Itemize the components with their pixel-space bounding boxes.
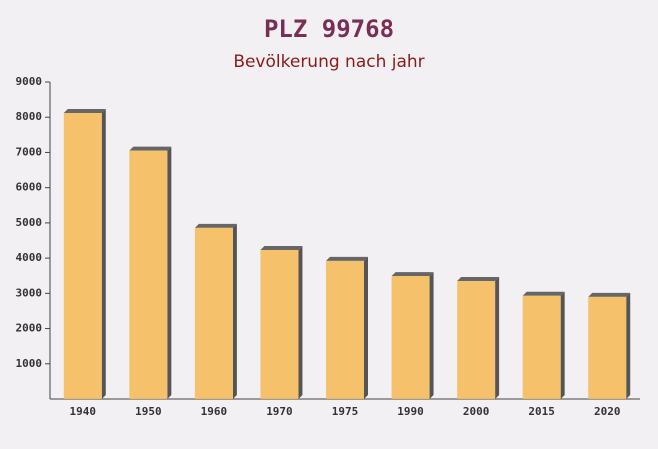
x-tick-label: 1975 (332, 405, 359, 418)
y-tick-label: 9000 (16, 75, 43, 88)
bar-side (560, 291, 565, 399)
bar (391, 276, 430, 399)
y-tick-label: 3000 (16, 286, 43, 299)
bar (326, 260, 364, 399)
chart-subtitle: Bevölkerung nach jahr (233, 52, 424, 72)
y-tick-label: 5000 (16, 216, 43, 229)
bar-side (232, 223, 237, 399)
bar-top (63, 108, 106, 113)
y-tick-label: 4000 (16, 251, 43, 264)
bar-top (326, 256, 368, 261)
bar-side (429, 272, 434, 399)
x-tick-label: 1940 (70, 405, 97, 418)
bar-top (522, 291, 565, 296)
bar (522, 295, 561, 399)
bar-side (495, 277, 500, 399)
y-tick-label: 2000 (16, 322, 43, 335)
x-tick-label: 1970 (266, 405, 293, 418)
x-tick-label: 1950 (135, 405, 162, 418)
bar-side (364, 256, 368, 399)
bar-top (391, 272, 434, 277)
chart-title: PLZ 99768 (264, 15, 394, 43)
bar-top (194, 223, 237, 228)
y-tick-label: 6000 (16, 181, 43, 194)
bar (194, 227, 233, 399)
bar-side (626, 292, 631, 399)
x-tick-label: 2015 (528, 405, 555, 418)
bar-top (260, 246, 303, 251)
bar (63, 112, 102, 400)
y-tick-label: 1000 (16, 357, 43, 370)
x-tick-label: 1960 (201, 405, 228, 418)
y-tick-label: 8000 (16, 110, 43, 123)
bar (457, 281, 496, 399)
y-tick-label: 7000 (16, 145, 43, 158)
x-tick-label: 2000 (463, 405, 490, 418)
bar-side (298, 246, 303, 399)
x-tick-label: 2020 (594, 405, 621, 418)
bar-side (167, 146, 172, 399)
bar-top (588, 292, 631, 297)
bar-top (129, 146, 172, 151)
x-tick-label: 1990 (397, 405, 424, 418)
bar (588, 296, 627, 399)
bar-top (457, 277, 500, 282)
bar (260, 250, 299, 399)
bar-side (101, 108, 106, 400)
bar (129, 150, 168, 399)
